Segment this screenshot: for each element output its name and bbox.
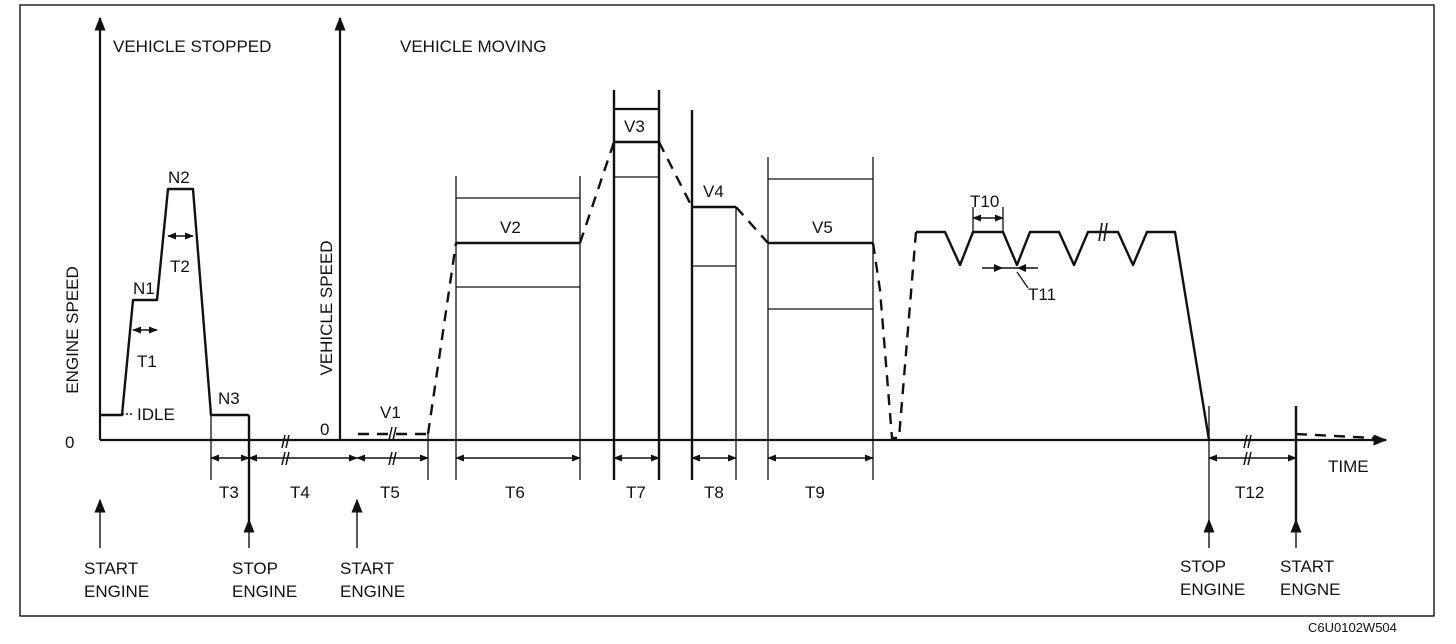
event-3-line1: START [340,559,394,578]
engine-speed-trace [100,187,249,417]
event-2-line2: ENGINE [232,582,297,601]
restart-dashed-trace [1295,432,1375,440]
t11-label: T11 [1028,285,1056,304]
v1-label: V1 [380,403,401,422]
event-5-line1: START [1280,557,1334,576]
t12-label: T12 [1235,483,1264,502]
vehicle-stopped-heading: VEHICLE STOPPED [113,37,271,56]
accel-to-v2 [426,242,458,435]
t11-leader [1016,271,1029,289]
v5-label: V5 [812,218,833,237]
t5-label: T5 [380,483,400,502]
event-2-line1: STOP [232,559,278,578]
t11-arrow-a [994,264,1003,272]
v2-label: V2 [500,218,521,237]
decel-to-v5 [735,206,769,244]
oscillation-break-mark [1098,222,1108,242]
axis-break-t12 [1243,434,1252,466]
diagram-frame [19,4,1435,617]
time-axis-label: TIME [1328,457,1369,476]
vehicle-moving-heading: VEHICLE MOVING [400,37,546,56]
zero-label-left: 0 [65,433,74,452]
event-5-line2: ENGNE [1280,580,1340,599]
t3-label: T3 [219,483,239,502]
t1-label: T1 [137,352,157,371]
n3-label: N3 [218,389,240,408]
t6-label: T6 [505,483,525,502]
t8-label: T8 [704,483,724,502]
event-1-line2: ENGINE [84,582,149,601]
decel-to-v4 [657,141,694,208]
accel-to-v3 [578,141,616,244]
event-1-line1: START [84,559,138,578]
decel-stop-reaccel [871,231,918,440]
v3-label: V3 [624,117,645,136]
n2-label: N2 [168,168,190,187]
t9-label: T9 [805,483,825,502]
figure-code: C6U0102W504 [1308,620,1397,635]
t7-label: T7 [626,483,646,502]
axis-break-t5 [388,426,397,466]
idle-label: IDLE [137,405,175,424]
axis-break-t4 [281,434,290,466]
t2-label: T2 [170,257,190,276]
event-4-line1: STOP [1180,557,1226,576]
event-3-line2: ENGINE [340,582,405,601]
vehicle-speed-label: VEHICLE SPEED [317,240,336,375]
n1-label: N1 [133,279,155,298]
engine-speed-label: ENGINE SPEED [63,266,82,394]
v4-label: V4 [703,182,724,201]
t10-label: T10 [970,192,999,211]
cruise-oscillation [916,230,1211,441]
event-4-line2: ENGINE [1180,580,1245,599]
t4-label: T4 [290,483,310,502]
zero-label-right: 0 [320,420,329,439]
t11-arrow-b [1017,264,1026,272]
